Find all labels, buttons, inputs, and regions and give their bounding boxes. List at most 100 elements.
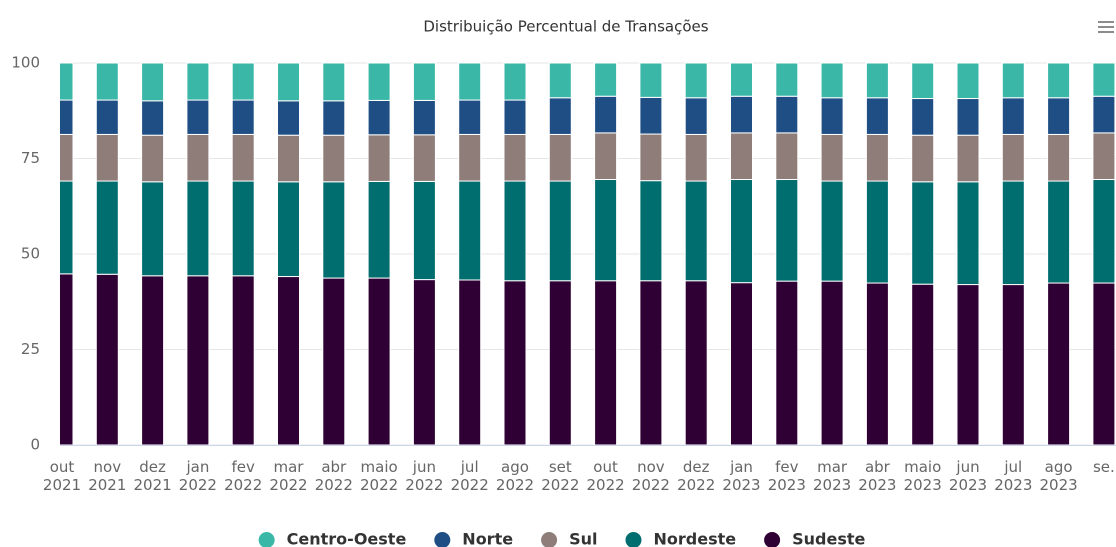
- bar-segment: [548, 97, 572, 135]
- x-tick-label-line: jan: [729, 458, 753, 476]
- x-tick-label: ago 2022: [496, 458, 534, 494]
- legend-item[interactable]: Norte: [434, 530, 513, 547]
- x-tick-label-line: out: [593, 458, 618, 476]
- x-tick-label-line: 2021: [88, 476, 126, 494]
- x-tick-label-line: 2022: [632, 476, 670, 494]
- bar-segment: [1092, 179, 1116, 284]
- legend-marker: [764, 532, 781, 547]
- bar-segment: [956, 284, 980, 446]
- x-tick-label-line: 2022: [587, 476, 625, 494]
- bar-segment: [277, 134, 300, 183]
- x-tick-label-line: 2023: [858, 476, 896, 494]
- x-tick-label: jan 2023: [722, 458, 760, 494]
- x-tick-label-line: 2023: [722, 476, 760, 494]
- bar-segment: [231, 180, 255, 277]
- bar-segment: [277, 181, 300, 278]
- x-tick-label-line: 2022: [541, 476, 579, 494]
- x-tick-label: maio 2023: [904, 458, 942, 494]
- legend-item[interactable]: Sudeste: [764, 530, 865, 547]
- x-tick-label-line: 2022: [360, 476, 398, 494]
- bar-segment: [60, 273, 74, 446]
- x-tick-label-line: 2022: [315, 476, 353, 494]
- legend-item[interactable]: Centro-Oeste: [258, 530, 407, 547]
- x-tick-label-line: jan: [185, 458, 209, 476]
- bar-segment: [1047, 62, 1071, 99]
- bar-segment: [548, 62, 572, 99]
- bar-segment: [820, 133, 844, 182]
- x-tick-label-line: fev: [775, 458, 799, 476]
- x-tick-label: fev 2022: [224, 458, 262, 494]
- legend-label: Sul: [569, 530, 597, 547]
- bar-segment: [367, 62, 391, 101]
- x-tick-label-line: nov: [637, 458, 665, 476]
- bar-segment: [277, 100, 300, 136]
- x-tick-label-line: mar: [817, 458, 848, 476]
- x-tick-label: mar 2022: [269, 458, 307, 494]
- x-tick-label-line: 2021: [43, 476, 81, 494]
- x-tick-label-line: abr: [321, 458, 347, 476]
- bar-segment: [141, 134, 165, 183]
- bar-segment: [956, 62, 980, 100]
- bar-segment: [1047, 282, 1071, 446]
- bar-segment: [956, 98, 980, 136]
- bar-segment: [956, 181, 980, 286]
- bar-segment: [231, 133, 255, 182]
- x-tick-label: jan 2022: [179, 458, 217, 494]
- bar-segment: [141, 62, 165, 102]
- x-tick-label: out 2022: [587, 458, 625, 494]
- x-tick-label-line: mar: [274, 458, 305, 476]
- bar-segment: [684, 62, 708, 99]
- legend-label: Centro-Oeste: [287, 530, 407, 547]
- bar-segment: [684, 97, 708, 135]
- x-tick-label-line: 2023: [1040, 476, 1078, 494]
- bar-segment: [412, 62, 436, 101]
- bar-segment: [865, 62, 889, 99]
- bar-segment: [820, 97, 844, 135]
- y-tick-label: 75: [21, 149, 40, 167]
- bar-segment: [412, 134, 436, 182]
- x-tick-label: jun 2022: [405, 458, 443, 494]
- x-tick-label: abr 2023: [858, 458, 896, 494]
- bar-segment: [231, 62, 255, 101]
- bar-segment: [322, 134, 346, 183]
- bar-segment: [639, 96, 663, 135]
- x-tick-label-line: se.: [1093, 458, 1115, 476]
- bar-segment: [548, 280, 572, 446]
- bar-segment: [367, 134, 391, 182]
- y-tick-label: 25: [21, 340, 40, 358]
- bar-segment: [775, 179, 799, 282]
- bar-segment: [322, 100, 346, 136]
- x-tick-label-line: 2022: [269, 476, 307, 494]
- bar-segment: [911, 134, 935, 183]
- x-tick-label-line: dez: [139, 458, 166, 476]
- bar-segment: [503, 180, 527, 282]
- legend-item[interactable]: Sul: [541, 530, 597, 547]
- bar-segment: [1001, 62, 1025, 99]
- menu-button[interactable]: [1098, 21, 1114, 33]
- bar-segment: [865, 97, 889, 135]
- bar-segment: [186, 180, 210, 277]
- bar-segment: [775, 280, 799, 446]
- bar-segment: [231, 275, 255, 446]
- x-tick-label: nov 2022: [632, 458, 670, 494]
- bar-segment: [684, 180, 708, 282]
- x-tick-label-line: 2022: [496, 476, 534, 494]
- bar-segment: [458, 133, 482, 182]
- bar-segment: [95, 99, 119, 135]
- bar-segment: [1001, 180, 1025, 286]
- bar-segment: [95, 273, 119, 446]
- legend-item[interactable]: Nordeste: [625, 530, 736, 547]
- bar-segment: [503, 280, 527, 446]
- legend-marker: [625, 532, 642, 547]
- bar-segment: [503, 62, 527, 101]
- bar-segment: [639, 62, 663, 98]
- bar-segment: [1047, 133, 1071, 182]
- x-tick-label-line: abr: [865, 458, 891, 476]
- bar-segment: [820, 180, 844, 282]
- bar-segment: [503, 133, 527, 182]
- bar-segment: [95, 62, 119, 101]
- bar-segment: [186, 275, 210, 446]
- bar-segment: [60, 62, 74, 101]
- bar-segment: [367, 99, 391, 136]
